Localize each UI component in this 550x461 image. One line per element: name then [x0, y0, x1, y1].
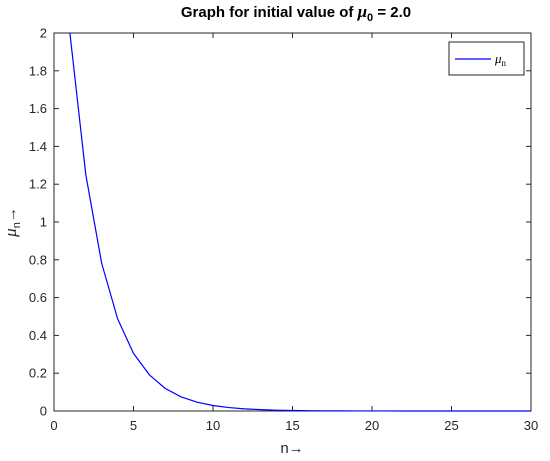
x-tick-label: 25: [444, 418, 458, 433]
y-tick-label: 1: [40, 215, 47, 230]
plot-area: [53, 32, 532, 412]
y-tick-label: 0.2: [29, 366, 47, 381]
legend: μn: [448, 41, 525, 76]
y-tick-label: 0.4: [29, 328, 47, 343]
y-tick-label: 1.6: [29, 101, 47, 116]
y-tick-label: 1.8: [29, 63, 47, 78]
x-tick-label: 5: [130, 418, 137, 433]
y-axis-label-arrow: →: [3, 207, 20, 222]
series-layer: [69, 32, 531, 412]
y-tick-label: 0: [40, 404, 47, 419]
x-tick-label: 20: [365, 418, 379, 433]
y-tick-label: 1.2: [29, 177, 47, 192]
chart-title-suffix: = 2.0: [373, 4, 411, 21]
series-line: [69, 32, 531, 412]
y-tick-label: 2: [40, 26, 47, 41]
legend-entry-subscript: n: [502, 58, 507, 68]
x-axis: 0 5 10 15 20 25 30: [50, 33, 538, 433]
chart-title-subscript: 0: [367, 12, 373, 24]
x-axis-title: n→: [280, 440, 303, 457]
x-axis-label: n→: [280, 440, 303, 457]
y-tick-label: 0.8: [29, 252, 47, 267]
y-axis-label-symbol: μ: [1, 228, 20, 238]
x-tick-label: 15: [285, 418, 299, 433]
x-tick-label: 30: [524, 418, 538, 433]
chart-title-prefix: Graph for initial value of: [181, 4, 358, 21]
y-axis-label-subscript: n: [11, 222, 23, 228]
chart-title-symbol: μ: [357, 2, 367, 21]
y-axis: 0 0.2 0.4 0.6 0.8 1 1.2 1.4 1.6 1.8 2: [29, 26, 531, 419]
legend-entry-label: μn: [494, 51, 507, 68]
chart-title-text: Graph for initial value of μ0 = 2.0: [181, 2, 411, 24]
plot-box: [53, 32, 532, 412]
chart-title: Graph for initial value of μ0 = 2.0: [181, 2, 411, 24]
y-tick-label: 1.4: [29, 139, 47, 154]
y-tick-label: 0.6: [29, 290, 47, 305]
y-axis-label: μn→: [1, 207, 23, 238]
x-tick-label: 10: [206, 418, 220, 433]
y-axis-title: μn→: [1, 207, 23, 238]
legend-entry-symbol: μ: [494, 51, 502, 66]
x-tick-label: 0: [50, 418, 57, 433]
